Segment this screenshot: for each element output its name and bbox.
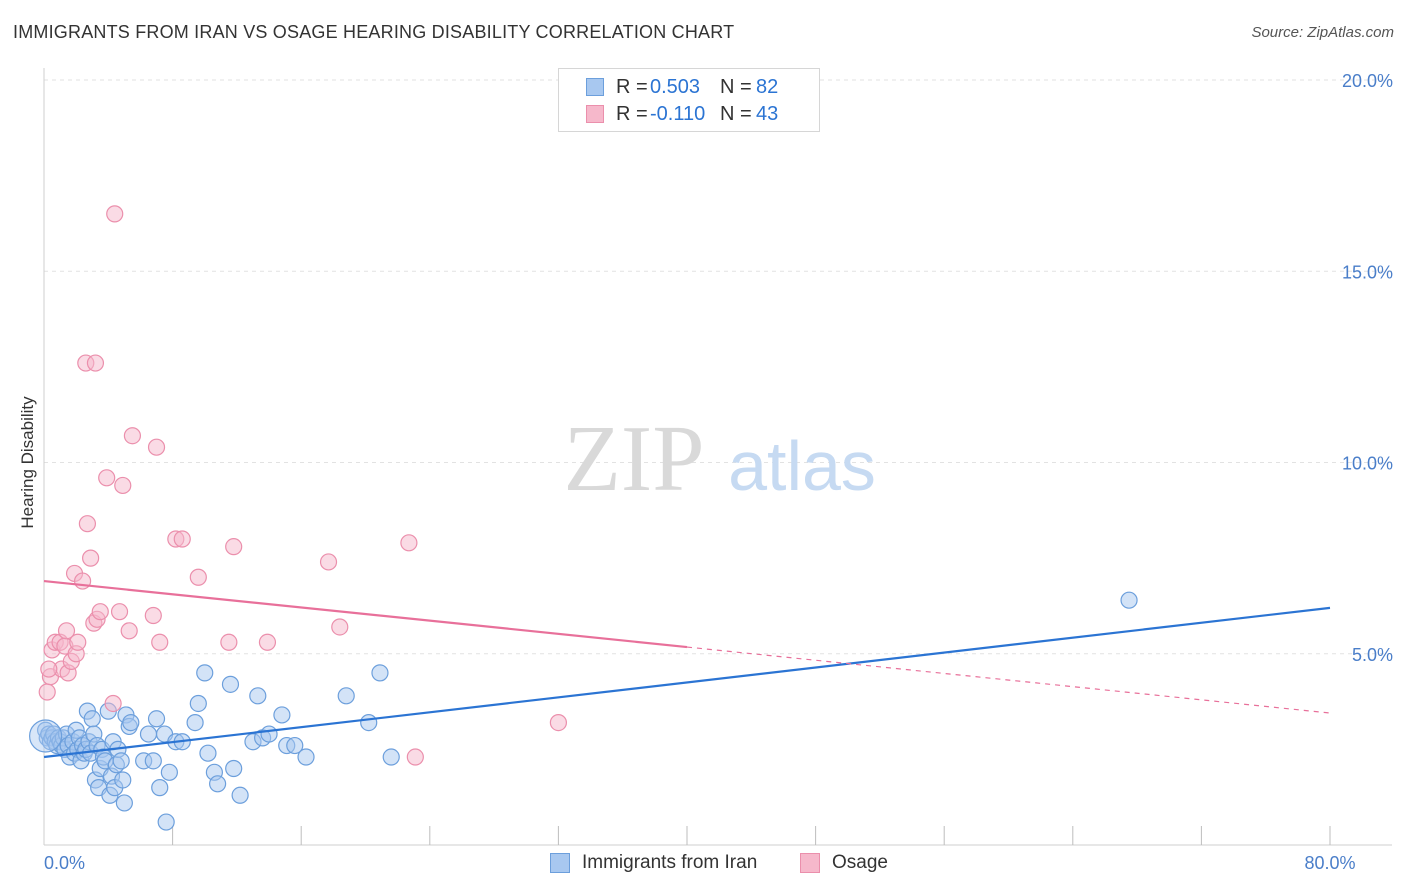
osage-swatch bbox=[586, 105, 604, 123]
r-value: -0.110 bbox=[650, 102, 706, 125]
iran-point bbox=[160, 763, 178, 781]
iran-point bbox=[83, 710, 101, 728]
iran-point bbox=[151, 779, 169, 797]
correlation-legend: R = 0.503 N = 82 R = -0.110 N = 43 bbox=[558, 68, 820, 132]
iran-swatch bbox=[586, 78, 604, 96]
osage-point bbox=[319, 553, 338, 571]
osage-point bbox=[123, 427, 142, 445]
points-layer bbox=[29, 205, 1138, 831]
osage-legend-label: Osage bbox=[832, 852, 888, 873]
iran-point bbox=[147, 710, 166, 728]
iran-legend-label: Immigrants from Iran bbox=[582, 852, 758, 873]
osage-point bbox=[147, 438, 166, 456]
iran-point bbox=[249, 687, 267, 705]
source-label: Source: ZipAtlas.com bbox=[1251, 24, 1394, 41]
legend-item-osage: Osage bbox=[800, 852, 888, 874]
iran-point bbox=[360, 713, 378, 732]
iran-point bbox=[371, 664, 389, 682]
chart-title: IMMIGRANTS FROM IRAN VS OSAGE HEARING DI… bbox=[13, 22, 735, 42]
osage-point bbox=[120, 622, 138, 640]
osage-point bbox=[258, 633, 277, 651]
r-label: R = bbox=[616, 75, 648, 98]
osage-point bbox=[225, 538, 243, 556]
osage-point bbox=[91, 603, 109, 621]
osage-point bbox=[106, 205, 124, 223]
iran-point bbox=[286, 736, 304, 755]
n-label: N = bbox=[720, 75, 752, 98]
axis-layer bbox=[43, 68, 1392, 846]
iran-point bbox=[157, 813, 175, 831]
y-tick-label: 20.0% bbox=[1342, 71, 1393, 91]
iran-point bbox=[186, 713, 204, 732]
iran-point bbox=[209, 775, 227, 793]
osage-point bbox=[38, 683, 56, 701]
iran-legend-swatch bbox=[550, 853, 570, 873]
iran-point bbox=[231, 786, 249, 804]
r-label: R = bbox=[616, 102, 648, 125]
watermark-atlas: atlas bbox=[728, 427, 876, 505]
osage-point bbox=[57, 622, 76, 640]
osage-point bbox=[98, 469, 116, 487]
legend-row-osage: R = -0.110 N = 43 bbox=[586, 102, 778, 126]
osage-point bbox=[151, 633, 169, 651]
grid-layer bbox=[44, 79, 1392, 655]
x-tick-label: 0.0% bbox=[44, 853, 85, 873]
legend-item-iran: Immigrants from Iran bbox=[550, 852, 757, 874]
iran-point bbox=[196, 664, 214, 682]
osage-legend-swatch bbox=[800, 853, 820, 873]
osage-point bbox=[400, 534, 418, 552]
iran-point bbox=[382, 748, 400, 766]
iran-point bbox=[1120, 591, 1138, 609]
iran-point bbox=[139, 725, 158, 743]
osage-trend-line-dashed bbox=[686, 646, 1331, 714]
watermark-zip: ZIP bbox=[564, 407, 705, 511]
osage-point bbox=[173, 530, 191, 548]
y-tick-label: 5.0% bbox=[1352, 645, 1393, 665]
osage-point bbox=[144, 606, 162, 625]
label-layer: 5.0% 10.0% 15.0% 20.0% 0.0% 80.0% Hearing Disa… bbox=[18, 71, 1393, 873]
y-axis-title: Hearing Disability bbox=[18, 396, 37, 529]
iran-point bbox=[112, 752, 130, 770]
n-label: N = bbox=[720, 102, 752, 125]
iran-point bbox=[225, 759, 243, 778]
osage-point bbox=[86, 354, 105, 372]
osage-point bbox=[104, 694, 122, 713]
osage-point bbox=[78, 515, 97, 533]
iran-point bbox=[260, 725, 278, 743]
n-value: 82 bbox=[756, 75, 779, 98]
osage-trend-line bbox=[43, 579, 688, 649]
osage-point bbox=[82, 549, 100, 567]
osage-point bbox=[406, 748, 424, 766]
osage-point bbox=[220, 633, 238, 651]
osage-point bbox=[114, 476, 132, 495]
y-tick-label: 15.0% bbox=[1342, 262, 1393, 282]
iran-point bbox=[114, 771, 132, 789]
n-value: 43 bbox=[756, 102, 779, 125]
osage-point bbox=[331, 618, 349, 636]
r-value: 0.503 bbox=[650, 75, 701, 98]
iran-point bbox=[144, 752, 162, 770]
osage-point bbox=[40, 660, 58, 678]
iran-point bbox=[122, 713, 140, 732]
osage-point bbox=[110, 603, 129, 621]
osage-point bbox=[189, 568, 207, 586]
trend-layer bbox=[43, 579, 1331, 759]
iran-point bbox=[221, 675, 240, 693]
y-tick-label: 10.0% bbox=[1342, 454, 1393, 474]
x-tick-label: 80.0% bbox=[1304, 853, 1355, 873]
iran-point bbox=[115, 794, 133, 812]
osage-point bbox=[69, 633, 87, 651]
osage-point bbox=[549, 713, 568, 732]
iran-point bbox=[199, 744, 217, 762]
iran-point bbox=[29, 719, 63, 753]
watermark: ZIP atlas bbox=[564, 407, 876, 511]
iran-point bbox=[297, 748, 315, 766]
iran-trend-line bbox=[43, 606, 1331, 759]
iran-point bbox=[273, 706, 291, 724]
iran-point bbox=[189, 694, 207, 713]
legend-row-iran: R = 0.503 N = 82 bbox=[586, 75, 778, 99]
iran-point bbox=[337, 687, 355, 705]
